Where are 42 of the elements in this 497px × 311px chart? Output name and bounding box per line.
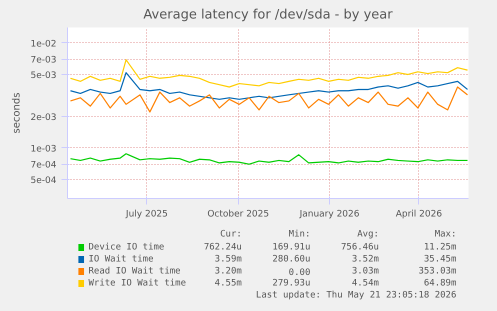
legend-label: Device IO time (88, 242, 164, 252)
x-tick-label: July 2025 (124, 210, 168, 220)
y-tick-label: 2e-03 (30, 112, 57, 123)
y-tick-label: 1e-02 (30, 39, 57, 50)
y-tick-label: 7e-03 (30, 56, 57, 66)
text: 353.03m (418, 266, 456, 276)
text: 762.24u (204, 242, 242, 252)
line-series (70, 72, 468, 100)
line-series (70, 153, 468, 165)
legend-label: Write IO Wait time (88, 278, 186, 288)
text: 64.89m (424, 278, 456, 288)
y-tick-label: 5e-03 (30, 70, 57, 81)
text: Avg: (357, 230, 379, 240)
legend-label: Read IO Wait time (88, 266, 181, 276)
text: 4.54m (352, 278, 379, 288)
text: 0.00 (288, 268, 310, 278)
text: 279.93u (272, 278, 310, 288)
x-tick-label: January 2026 (298, 210, 360, 220)
text: Last update: Thu May 21 23:05:18 2026 (256, 290, 456, 300)
text: 11.25m (424, 242, 456, 252)
text: 35.45m (424, 254, 456, 264)
y-axis-title: seconds (12, 92, 23, 134)
y-tick-label: 5e-04 (30, 176, 57, 186)
legend-label: IO Wait time (88, 254, 154, 264)
text: 756.46u (341, 242, 379, 252)
text: 4.55m (214, 278, 242, 288)
line-series (70, 86, 468, 113)
text: 3.59m (214, 254, 242, 264)
text: Cur: (220, 230, 242, 240)
line-series (70, 59, 468, 88)
text: 280.60u (272, 254, 310, 264)
y-tick-label: 7e-04 (30, 160, 57, 171)
text: Max: (434, 230, 456, 240)
x-tick-label: April 2026 (396, 210, 442, 220)
x-tick-label: October 2025 (207, 210, 270, 220)
text: 3.20m (214, 266, 242, 276)
text: Min: (288, 230, 310, 240)
y-tick-label: 1e-03 (30, 144, 57, 154)
text: 169.91u (272, 242, 310, 252)
text: 3.03m (352, 266, 379, 276)
chart-title: Average latency for /dev/sda - by year (143, 8, 394, 22)
text: 3.52m (352, 254, 379, 264)
